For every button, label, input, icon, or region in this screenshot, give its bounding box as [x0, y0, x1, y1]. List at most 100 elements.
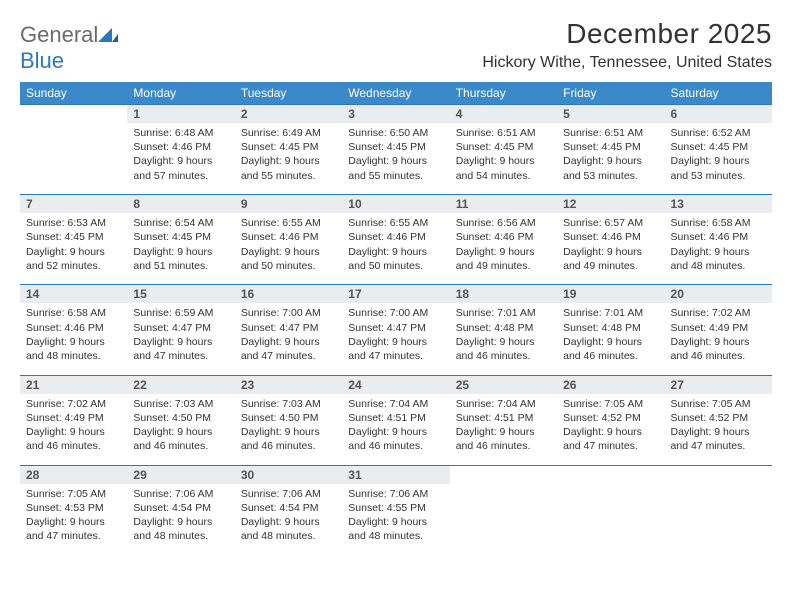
sunrise-line: Sunrise: 7:04 AM	[456, 397, 551, 411]
page-subtitle: Hickory Withe, Tennessee, United States	[482, 54, 772, 72]
day-detail-cell: Sunrise: 7:05 AMSunset: 4:53 PMDaylight:…	[20, 484, 127, 550]
header: General Blue December 2025 Hickory Withe…	[20, 18, 772, 74]
sunset-line: Sunset: 4:47 PM	[133, 321, 228, 335]
day-number-cell: 15	[127, 285, 234, 304]
daynum-row: 123456	[20, 105, 772, 124]
sunrise-line: Sunrise: 7:06 AM	[133, 487, 228, 501]
sunset-line: Sunset: 4:45 PM	[241, 140, 336, 154]
daylight-line: Daylight: 9 hours and 47 minutes.	[133, 335, 228, 363]
day-number-cell: 1	[127, 105, 234, 124]
day-detail-cell: Sunrise: 6:55 AMSunset: 4:46 PMDaylight:…	[235, 213, 342, 279]
day-number-cell: 30	[235, 465, 342, 484]
daynum-row: 78910111213	[20, 195, 772, 214]
logo-word1: General	[20, 22, 98, 47]
sunset-line: Sunset: 4:45 PM	[563, 140, 658, 154]
day-number-cell: 7	[20, 195, 127, 214]
sunrise-line: Sunrise: 7:02 AM	[26, 397, 121, 411]
sunset-line: Sunset: 4:50 PM	[241, 411, 336, 425]
sunset-line: Sunset: 4:48 PM	[563, 321, 658, 335]
daylight-line: Daylight: 9 hours and 46 minutes.	[348, 425, 443, 453]
sunset-line: Sunset: 4:49 PM	[671, 321, 766, 335]
day-number-cell: 9	[235, 195, 342, 214]
title-block: December 2025 Hickory Withe, Tennessee, …	[482, 18, 772, 72]
sunset-line: Sunset: 4:47 PM	[348, 321, 443, 335]
day-detail-cell: Sunrise: 7:06 AMSunset: 4:55 PMDaylight:…	[342, 484, 449, 550]
sunrise-line: Sunrise: 7:06 AM	[348, 487, 443, 501]
sunrise-line: Sunrise: 6:48 AM	[133, 126, 228, 140]
day-detail-cell: Sunrise: 6:59 AMSunset: 4:47 PMDaylight:…	[127, 303, 234, 369]
day-number-cell: 17	[342, 285, 449, 304]
daylight-line: Daylight: 9 hours and 49 minutes.	[563, 245, 658, 273]
day-detail-cell: Sunrise: 6:58 AMSunset: 4:46 PMDaylight:…	[20, 303, 127, 369]
daylight-line: Daylight: 9 hours and 46 minutes.	[456, 335, 551, 363]
calendar-table: Sunday Monday Tuesday Wednesday Thursday…	[20, 82, 772, 549]
day-number-cell: 18	[450, 285, 557, 304]
sunset-line: Sunset: 4:46 PM	[241, 230, 336, 244]
daylight-line: Daylight: 9 hours and 46 minutes.	[456, 425, 551, 453]
sunset-line: Sunset: 4:52 PM	[671, 411, 766, 425]
sunrise-line: Sunrise: 7:00 AM	[348, 306, 443, 320]
sunset-line: Sunset: 4:45 PM	[348, 140, 443, 154]
sunset-line: Sunset: 4:54 PM	[133, 501, 228, 515]
day-detail-cell: Sunrise: 6:57 AMSunset: 4:46 PMDaylight:…	[557, 213, 664, 279]
day-detail-cell: Sunrise: 6:51 AMSunset: 4:45 PMDaylight:…	[450, 123, 557, 189]
day-number-cell: 19	[557, 285, 664, 304]
day-detail-cell	[450, 484, 557, 550]
day-number-cell: 13	[665, 195, 772, 214]
daylight-line: Daylight: 9 hours and 52 minutes.	[26, 245, 121, 273]
day-number-cell: 20	[665, 285, 772, 304]
day-detail-cell: Sunrise: 7:06 AMSunset: 4:54 PMDaylight:…	[235, 484, 342, 550]
day-number-cell: 16	[235, 285, 342, 304]
day-number-cell: 10	[342, 195, 449, 214]
daylight-line: Daylight: 9 hours and 47 minutes.	[348, 335, 443, 363]
day-number-cell: 23	[235, 375, 342, 394]
day-detail-cell: Sunrise: 7:01 AMSunset: 4:48 PMDaylight:…	[450, 303, 557, 369]
sunset-line: Sunset: 4:47 PM	[241, 321, 336, 335]
day-number-cell: 24	[342, 375, 449, 394]
sunrise-line: Sunrise: 6:51 AM	[456, 126, 551, 140]
weekday-header: Saturday	[665, 82, 772, 105]
daylight-line: Daylight: 9 hours and 55 minutes.	[241, 154, 336, 182]
sunrise-line: Sunrise: 6:56 AM	[456, 216, 551, 230]
sunset-line: Sunset: 4:55 PM	[348, 501, 443, 515]
sunrise-line: Sunrise: 6:52 AM	[671, 126, 766, 140]
daylight-line: Daylight: 9 hours and 46 minutes.	[671, 335, 766, 363]
day-number-cell: 29	[127, 465, 234, 484]
day-detail-cell: Sunrise: 7:02 AMSunset: 4:49 PMDaylight:…	[665, 303, 772, 369]
daylight-line: Daylight: 9 hours and 46 minutes.	[133, 425, 228, 453]
daylight-line: Daylight: 9 hours and 46 minutes.	[563, 335, 658, 363]
day-number-cell: 12	[557, 195, 664, 214]
sunrise-line: Sunrise: 7:00 AM	[241, 306, 336, 320]
sunrise-line: Sunrise: 6:58 AM	[26, 306, 121, 320]
sunset-line: Sunset: 4:46 PM	[456, 230, 551, 244]
sunset-line: Sunset: 4:46 PM	[133, 140, 228, 154]
day-number-cell: 25	[450, 375, 557, 394]
page-title: December 2025	[482, 18, 772, 50]
daylight-line: Daylight: 9 hours and 47 minutes.	[241, 335, 336, 363]
sunrise-line: Sunrise: 6:54 AM	[133, 216, 228, 230]
daylight-line: Daylight: 9 hours and 46 minutes.	[26, 425, 121, 453]
daylight-line: Daylight: 9 hours and 54 minutes.	[456, 154, 551, 182]
sunrise-line: Sunrise: 7:05 AM	[26, 487, 121, 501]
sunrise-line: Sunrise: 6:50 AM	[348, 126, 443, 140]
day-detail-cell: Sunrise: 7:05 AMSunset: 4:52 PMDaylight:…	[665, 394, 772, 460]
day-number-cell: 28	[20, 465, 127, 484]
day-detail-cell: Sunrise: 6:56 AMSunset: 4:46 PMDaylight:…	[450, 213, 557, 279]
sunrise-line: Sunrise: 6:55 AM	[241, 216, 336, 230]
detail-row: Sunrise: 7:02 AMSunset: 4:49 PMDaylight:…	[20, 394, 772, 460]
sunset-line: Sunset: 4:45 PM	[456, 140, 551, 154]
daylight-line: Daylight: 9 hours and 49 minutes.	[456, 245, 551, 273]
day-detail-cell: Sunrise: 6:52 AMSunset: 4:45 PMDaylight:…	[665, 123, 772, 189]
sunrise-line: Sunrise: 7:05 AM	[671, 397, 766, 411]
sunset-line: Sunset: 4:50 PM	[133, 411, 228, 425]
day-number-cell	[557, 465, 664, 484]
day-number-cell: 8	[127, 195, 234, 214]
day-number-cell: 4	[450, 105, 557, 124]
logo-mark-icon	[98, 28, 118, 42]
day-detail-cell	[557, 484, 664, 550]
day-number-cell: 11	[450, 195, 557, 214]
daylight-line: Daylight: 9 hours and 48 minutes.	[241, 515, 336, 543]
daylight-line: Daylight: 9 hours and 51 minutes.	[133, 245, 228, 273]
daylight-line: Daylight: 9 hours and 48 minutes.	[26, 335, 121, 363]
day-number-cell: 21	[20, 375, 127, 394]
